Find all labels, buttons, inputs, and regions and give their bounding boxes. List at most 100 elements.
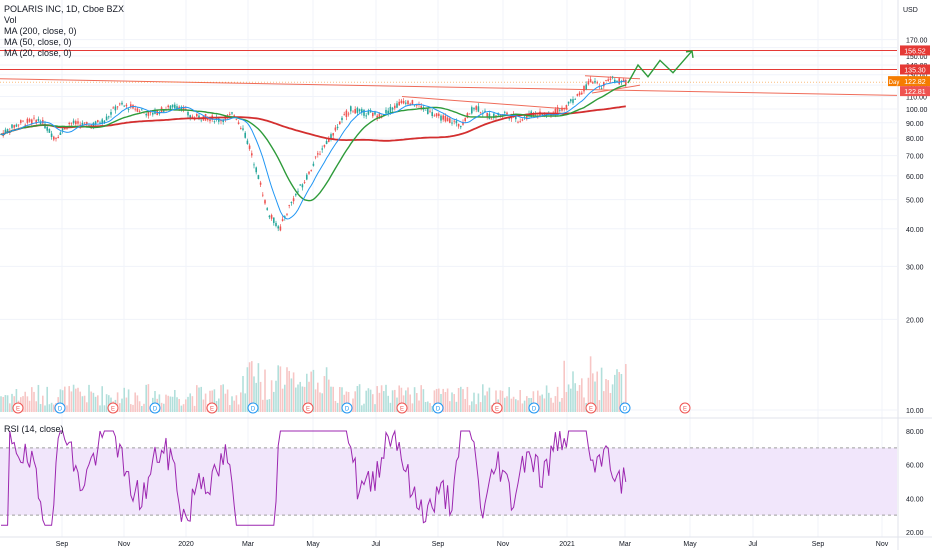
legend-symbol[interactable]: POLARIS INC, 1D, Cboe BZX: [4, 4, 125, 14]
volume-bar: [515, 399, 517, 412]
volume-bar: [4, 395, 7, 412]
event-marker-label: E: [400, 407, 404, 413]
volume-bar: [374, 404, 376, 412]
candle-body: [288, 205, 290, 206]
volume-bar: [589, 356, 592, 412]
volume-bar: [257, 363, 260, 412]
candle-body: [6, 129, 9, 132]
candle-body: [330, 134, 332, 139]
volume-bar: [61, 390, 64, 412]
candle-body: [244, 132, 246, 138]
volume-bar: [167, 395, 169, 412]
volume-bar: [189, 393, 191, 412]
candle-body: [402, 101, 405, 104]
volume-bar: [365, 390, 367, 412]
volume-bar: [185, 399, 187, 412]
legend-ma20[interactable]: MA (20, close, 0): [4, 48, 72, 58]
rsi-legend[interactable]: RSI (14, close): [4, 424, 64, 434]
volume-bar: [266, 399, 268, 412]
candle-body: [97, 120, 99, 123]
volume-bar: [180, 405, 183, 412]
volume-bar: [446, 388, 449, 412]
volume-bar: [187, 396, 189, 412]
price-tick-label: 40.00: [906, 227, 924, 234]
volume-bar: [24, 391, 26, 412]
volume-bar: [328, 379, 330, 412]
volume-bar: [158, 394, 161, 412]
candle-body: [563, 107, 565, 109]
volume-bar: [262, 399, 264, 412]
volume-bar: [92, 392, 95, 412]
candle-body: [334, 127, 337, 131]
volume-bar: [125, 397, 128, 412]
candle-body: [281, 219, 284, 222]
candle-body: [94, 121, 97, 125]
volume-bar: [130, 404, 132, 412]
volume-bar: [438, 388, 440, 412]
dividend-marker: [528, 402, 540, 414]
volume-bar: [347, 392, 350, 412]
price-level-tag: [900, 45, 930, 56]
candle-body: [460, 125, 462, 128]
price-tick-label: 70.00: [906, 154, 924, 161]
candle-body: [394, 105, 396, 109]
volume-bar: [550, 397, 552, 412]
candle-body: [407, 100, 409, 105]
candle-body: [15, 124, 18, 127]
volume-bar: [312, 369, 315, 412]
legend-ma200[interactable]: MA (200, close, 0): [4, 26, 77, 36]
legend-ma50[interactable]: MA (50, close, 0): [4, 37, 72, 47]
candle-body: [314, 156, 317, 158]
candle-body: [46, 127, 48, 131]
long-trendline: [0, 78, 898, 96]
candle-body: [317, 153, 319, 155]
candle-body: [323, 144, 326, 147]
candle-body: [218, 118, 220, 122]
volume-bar: [53, 404, 55, 412]
candle-body: [75, 121, 77, 125]
volume-bar: [209, 390, 211, 412]
volume-bar: [583, 397, 585, 412]
volume-bar: [482, 384, 484, 412]
candle-body: [233, 115, 235, 117]
candle-body: [277, 226, 279, 229]
volume-bar: [477, 393, 480, 412]
volume-bar: [548, 392, 550, 412]
candle-body: [416, 104, 418, 106]
candle-body: [31, 119, 33, 124]
volume-bar: [435, 388, 438, 412]
candle-body: [526, 114, 528, 120]
volume-bar: [171, 396, 174, 412]
volume-bar: [138, 401, 141, 412]
volume-bar: [444, 391, 447, 412]
event-marker-label: D: [436, 407, 441, 413]
candle-body: [444, 115, 447, 122]
volume-bar: [141, 405, 143, 412]
volume-bar: [246, 367, 249, 412]
volume-bar: [363, 403, 365, 412]
volume-bar: [284, 384, 286, 412]
candle-body: [572, 99, 574, 103]
volume-bar: [275, 380, 277, 412]
candle-body: [180, 106, 183, 110]
candle-body: [24, 124, 26, 126]
volume-bar: [422, 389, 425, 412]
candle-body: [611, 76, 614, 78]
legend-vol[interactable]: Vol: [4, 15, 17, 25]
candle-body: [235, 119, 238, 121]
volume-bar: [471, 401, 473, 412]
candle-body: [50, 133, 53, 137]
price-tick-label: 100.00: [906, 107, 928, 114]
volume-bar: [398, 385, 400, 412]
volume-bar: [202, 399, 205, 412]
price-tick-label: 110.00: [906, 95, 927, 102]
volume-bar: [545, 385, 548, 412]
volume-bar: [499, 390, 502, 412]
volume-bar: [39, 404, 42, 412]
volume-bar: [299, 381, 301, 412]
candle-body: [77, 121, 79, 124]
volume-bar: [521, 403, 524, 412]
candle-body: [134, 108, 136, 110]
